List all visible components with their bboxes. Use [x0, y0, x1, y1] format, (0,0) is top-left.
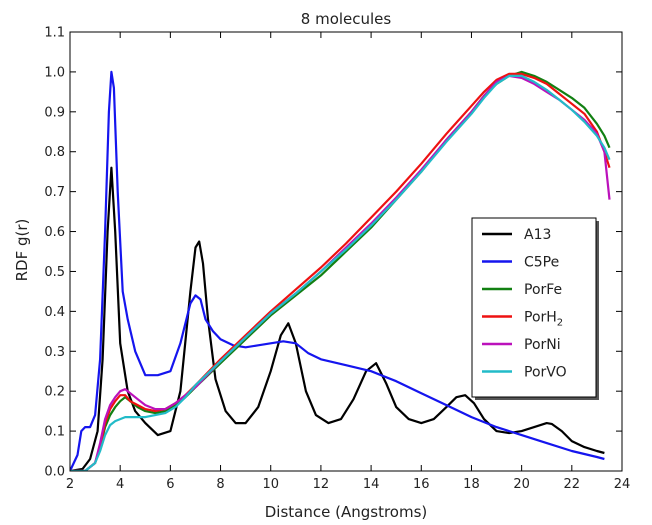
legend-label-porfe: PorFe: [524, 282, 562, 298]
y-tick-label: 0.9: [44, 105, 65, 120]
x-tick-label: 16: [413, 477, 430, 492]
y-tick-label: 0.8: [44, 145, 65, 160]
legend-label-porni: PorNi: [524, 337, 561, 353]
chart-title: 8 molecules: [301, 10, 392, 28]
x-tick-label: 2: [66, 477, 74, 492]
y-tick-label: 0.4: [44, 305, 65, 320]
x-axis: 2 4 6 8 10 12 14 16 18 20 22 24: [66, 32, 630, 492]
x-tick-label: 4: [116, 477, 124, 492]
y-axis: 0.0 0.1 0.2 0.3 0.4 0.5 0.6 0.7 0.8 0.9 1.0 1.1: [44, 26, 622, 480]
x-axis-label: Distance (Angstroms): [265, 503, 428, 521]
y-tick-label: 0.0: [44, 465, 65, 480]
legend-label-porvo: PorVO: [524, 365, 567, 381]
y-tick-label: 0.1: [44, 425, 65, 440]
y-tick-label: 0.6: [44, 225, 65, 240]
x-tick-label: 14: [363, 477, 380, 492]
x-tick-label: 18: [463, 477, 480, 492]
y-tick-label: 0.2: [44, 385, 65, 400]
x-tick-label: 20: [513, 477, 530, 492]
x-tick-label: 10: [262, 477, 279, 492]
series-line-porfe: [70, 70, 611, 471]
x-tick-label: 8: [216, 477, 224, 492]
plot-frame: [69, 31, 623, 472]
y-axis-label: RDF g(r): [13, 219, 31, 282]
legend-label-porh: PorH2: [524, 310, 563, 329]
legend-label-a13: A13: [524, 227, 551, 243]
legend: A13 C5Pe PorFe PorH2 PorNi PorVO: [471, 217, 599, 400]
series-line-c5pe: [70, 70, 605, 471]
legend-box: [471, 217, 597, 398]
series-line-porh: [70, 72, 611, 471]
y-tick-label: 0.5: [44, 265, 65, 280]
y-tick-label: 0.7: [44, 185, 65, 200]
series-layer: [70, 70, 611, 471]
x-tick-label: 6: [166, 477, 174, 492]
y-tick-label: 1.1: [44, 26, 65, 41]
y-tick-label: 1.0: [44, 65, 65, 80]
y-tick-label: 0.3: [44, 345, 65, 360]
x-tick-label: 22: [564, 477, 581, 492]
x-tick-label: 24: [614, 477, 631, 492]
legend-label-c5pe: C5Pe: [524, 255, 559, 271]
x-tick-label: 12: [313, 477, 330, 492]
series-line-porvo: [70, 74, 611, 471]
